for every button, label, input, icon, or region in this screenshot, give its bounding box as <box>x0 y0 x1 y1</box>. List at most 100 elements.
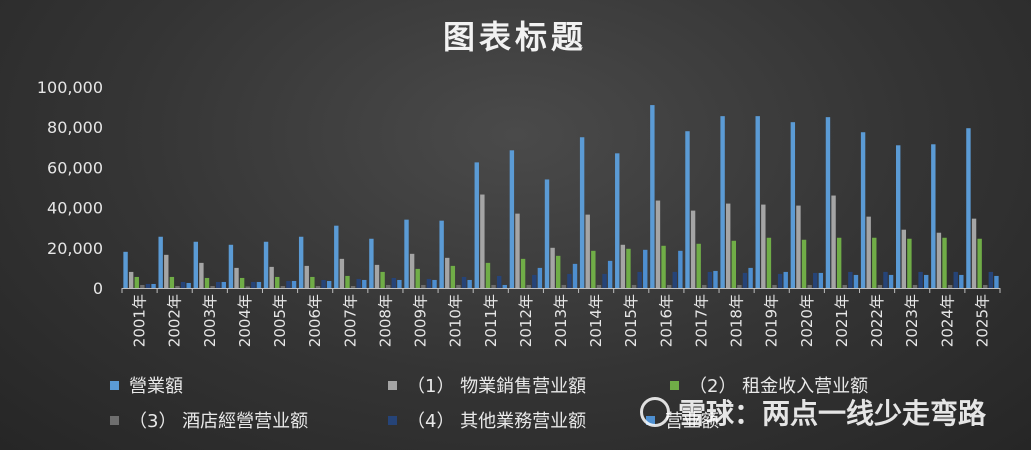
bar <box>186 282 191 288</box>
bar <box>532 274 537 288</box>
bar <box>896 145 901 288</box>
bar <box>790 122 796 288</box>
bar <box>204 277 210 288</box>
x-tick-label: 2003年 <box>201 294 219 347</box>
bar <box>480 194 485 288</box>
bar <box>380 271 385 288</box>
bar <box>983 284 988 288</box>
legend-label: （2） 租金收入营业额 <box>689 376 869 397</box>
legend-item-rental: （2） 租金收入营业额 <box>670 372 868 398</box>
bar <box>321 279 326 288</box>
bar <box>726 203 731 288</box>
bar <box>151 283 156 288</box>
bar <box>661 245 666 288</box>
bar <box>169 276 175 288</box>
bar <box>280 285 286 288</box>
bar <box>924 274 929 288</box>
legend-item-other: （4） 其他業務营业额 <box>388 407 586 433</box>
bar <box>931 144 936 288</box>
bar <box>825 117 831 289</box>
bar <box>310 276 315 288</box>
bar <box>637 271 642 288</box>
bar <box>731 240 736 288</box>
bar <box>777 273 783 288</box>
bar <box>807 284 812 288</box>
bar <box>263 241 269 288</box>
bar <box>766 237 772 288</box>
bar <box>971 218 977 288</box>
legend-label: （3） 酒店經營营业额 <box>129 411 309 432</box>
bar <box>291 280 297 288</box>
bar <box>801 239 807 288</box>
bar <box>853 274 859 288</box>
bar <box>685 131 690 288</box>
bar <box>256 281 262 288</box>
x-tick-label: 2005年 <box>271 294 289 347</box>
bar <box>737 284 742 288</box>
bar <box>720 116 725 289</box>
x-tick-label: 2016年 <box>657 294 675 347</box>
bar <box>221 281 226 288</box>
x-tick-label: 2001年 <box>131 294 149 347</box>
x-tick-label: 2014年 <box>587 294 605 347</box>
y-tick-label: 20,000 <box>47 239 103 258</box>
bar <box>339 258 345 288</box>
legend-label: 营业额 <box>665 411 719 432</box>
x-tick-label: 2011年 <box>482 294 500 347</box>
bar <box>918 271 923 288</box>
y-tick-label: 0 <box>93 279 103 298</box>
x-tick-label: 2009年 <box>412 294 430 347</box>
bar <box>544 179 550 288</box>
watermark: 雪球：两点一线少走弯路 <box>640 392 986 432</box>
bar <box>707 271 713 288</box>
bar <box>228 244 234 288</box>
bar <box>672 271 677 288</box>
bar <box>696 243 701 288</box>
snowball-logo-icon <box>640 397 670 427</box>
chart-title: 图表标题 <box>443 18 587 56</box>
bar <box>345 275 350 288</box>
legend-swatch <box>110 380 119 390</box>
x-tick-label: 2010年 <box>447 294 465 347</box>
bar <box>216 281 221 288</box>
bar <box>269 266 274 288</box>
bar <box>239 277 245 288</box>
bar <box>526 284 531 288</box>
bar <box>912 284 918 288</box>
bar <box>650 105 655 288</box>
x-tick-label: 2025年 <box>973 294 991 347</box>
bar <box>474 162 479 288</box>
bar <box>988 271 994 288</box>
bar <box>591 250 596 288</box>
bar <box>298 236 304 288</box>
bar <box>145 283 151 288</box>
legend-item-hotel: （3） 酒店經營营业额 <box>110 407 308 433</box>
bar <box>315 285 321 288</box>
bar <box>286 280 291 288</box>
y-tick-label: 80,000 <box>47 118 103 137</box>
legend-item-revenue: 營業額 <box>110 372 183 398</box>
bar <box>350 285 356 288</box>
bar <box>953 271 958 288</box>
bar <box>456 284 461 288</box>
x-tick-label: 2017年 <box>692 294 710 347</box>
bar <box>702 284 707 288</box>
x-tick-label: 2023年 <box>903 294 921 347</box>
x-tick-label: 2013年 <box>552 294 570 347</box>
bar <box>509 150 515 288</box>
bar <box>502 284 507 288</box>
legend-swatch <box>388 415 397 425</box>
bar <box>515 213 520 288</box>
bar <box>602 273 607 288</box>
bar <box>391 277 396 288</box>
y-tick-label: 60,000 <box>47 158 103 177</box>
bar <box>356 278 361 288</box>
x-tick-label: 2012年 <box>517 294 535 347</box>
bar <box>748 267 753 288</box>
bar <box>158 236 163 288</box>
bar <box>128 271 134 288</box>
bar <box>977 238 982 288</box>
bar <box>755 116 760 289</box>
bar <box>134 276 139 288</box>
bar <box>872 237 877 288</box>
